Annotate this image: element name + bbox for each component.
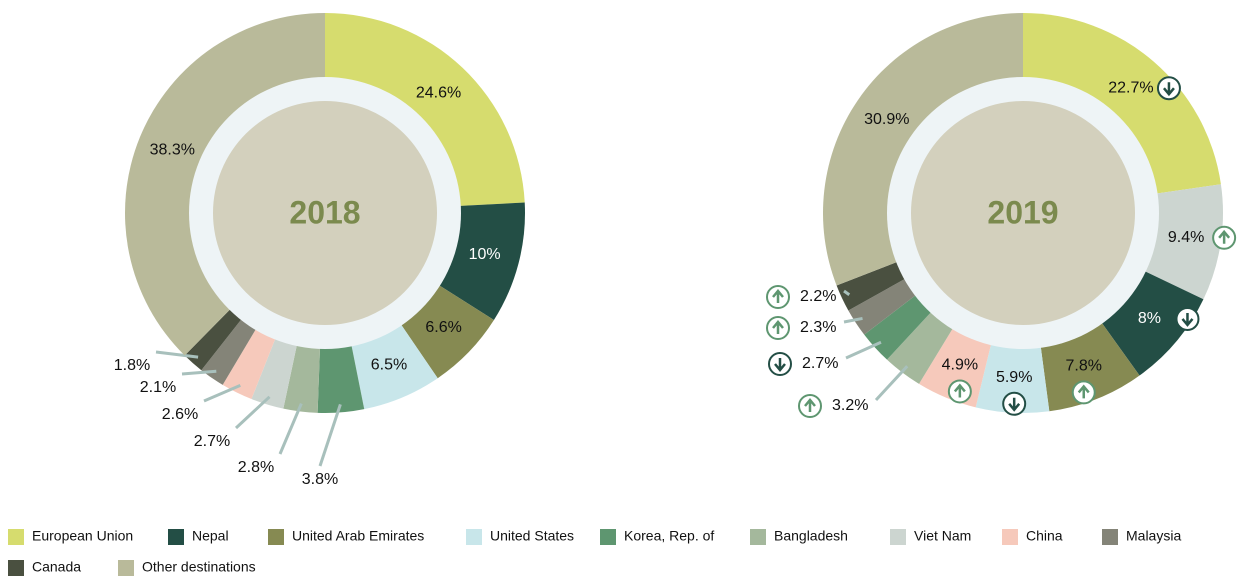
trend-glyph bbox=[804, 398, 816, 412]
donut-center bbox=[911, 101, 1135, 325]
value-label: 22.7% bbox=[1108, 79, 1153, 96]
trend-glyph bbox=[953, 383, 966, 398]
value-label: 3.8% bbox=[302, 471, 338, 488]
donut-center bbox=[213, 101, 437, 325]
legend-label: Malaysia bbox=[1126, 528, 1181, 544]
trend-arrow bbox=[768, 352, 792, 376]
value-label: 38.3% bbox=[150, 142, 195, 159]
leader-line bbox=[203, 383, 241, 403]
trend-arrow bbox=[1002, 391, 1027, 416]
value-label: 2.6% bbox=[162, 406, 198, 423]
value-label: 2.2% bbox=[800, 288, 836, 305]
legend-swatch bbox=[8, 529, 24, 545]
leader-line bbox=[278, 402, 303, 455]
legend-swatch bbox=[8, 560, 24, 576]
value-label: 2.7% bbox=[194, 433, 230, 450]
legend-swatch bbox=[1102, 529, 1118, 545]
leader-line bbox=[155, 350, 199, 359]
value-label: 5.9% bbox=[996, 369, 1032, 386]
leader-line bbox=[874, 365, 909, 402]
trend-arrow bbox=[1156, 76, 1181, 101]
trend-arrow bbox=[1071, 380, 1096, 405]
value-label: 2.8% bbox=[238, 459, 274, 476]
value-label: 2.3% bbox=[800, 319, 836, 336]
legend-label: China bbox=[1026, 528, 1063, 544]
value-label: 6.5% bbox=[371, 356, 407, 373]
legend-swatch bbox=[1002, 529, 1018, 545]
trend-arrow bbox=[1212, 225, 1237, 250]
value-label: 10% bbox=[469, 246, 501, 263]
legend-swatch bbox=[118, 560, 134, 576]
value-label: 8% bbox=[1138, 310, 1161, 327]
legend-label: European Union bbox=[32, 528, 133, 544]
trend-glyph bbox=[1181, 312, 1194, 327]
legend-swatch bbox=[600, 529, 616, 545]
trend-glyph bbox=[772, 320, 784, 334]
trend-glyph bbox=[774, 358, 786, 372]
leader-line bbox=[843, 289, 851, 296]
legend-label: Canada bbox=[32, 559, 81, 575]
value-label: 24.6% bbox=[416, 85, 461, 102]
legend-swatch bbox=[268, 529, 284, 545]
trend-glyph bbox=[1077, 384, 1090, 399]
value-label: 2.1% bbox=[140, 379, 176, 396]
leader-line bbox=[843, 316, 863, 324]
trend-glyph bbox=[1008, 397, 1021, 412]
legend-label: Nepal bbox=[192, 528, 229, 544]
leader-line bbox=[234, 395, 271, 430]
legend-swatch bbox=[466, 529, 482, 545]
legend-label: Korea, Rep. of bbox=[624, 528, 714, 544]
value-label: 9.4% bbox=[1168, 229, 1204, 246]
value-label: 3.2% bbox=[832, 397, 868, 414]
leader-line bbox=[845, 340, 882, 360]
value-label: 4.9% bbox=[942, 357, 978, 374]
legend-label: Other destinations bbox=[142, 559, 256, 575]
legend-swatch bbox=[890, 529, 906, 545]
trend-arrow bbox=[1175, 306, 1200, 331]
chart-title: 2018 bbox=[289, 194, 360, 230]
legend-label: Viet Nam bbox=[914, 528, 971, 544]
legend-label: United Arab Emirates bbox=[292, 528, 424, 544]
value-label: 2.7% bbox=[802, 355, 838, 372]
trend-arrow bbox=[766, 316, 790, 340]
legend-swatch bbox=[168, 529, 184, 545]
legend-swatch bbox=[750, 529, 766, 545]
leader-line bbox=[318, 403, 342, 467]
trend-arrow bbox=[798, 394, 822, 418]
value-label: 1.8% bbox=[114, 357, 150, 374]
legend-label: Bangladesh bbox=[774, 528, 848, 544]
value-label: 7.8% bbox=[1066, 358, 1102, 375]
leader-line bbox=[181, 369, 217, 376]
trend-arrow bbox=[947, 379, 972, 404]
legend-label: United States bbox=[490, 528, 574, 544]
value-label: 30.9% bbox=[864, 111, 909, 128]
chart-title: 2019 bbox=[987, 194, 1058, 230]
value-label: 6.6% bbox=[425, 319, 461, 336]
trend-glyph bbox=[1218, 229, 1231, 244]
trend-glyph bbox=[1162, 82, 1175, 97]
trend-glyph bbox=[772, 289, 784, 303]
trend-arrow bbox=[766, 285, 790, 309]
